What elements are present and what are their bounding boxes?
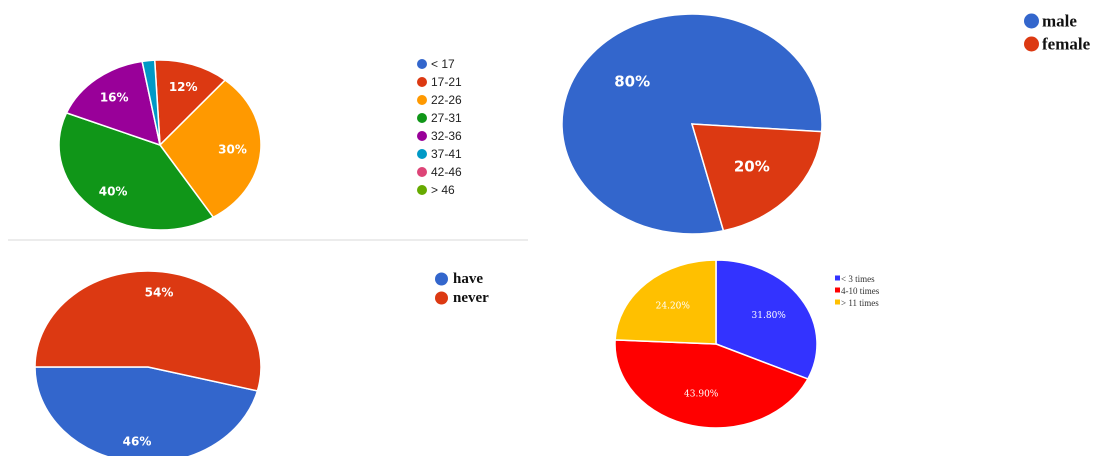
legend-marker-never bbox=[435, 291, 448, 305]
legend-label-4-10-times: 4-10 times bbox=[841, 286, 880, 296]
have-never-pie-chart: 46% 54% have never bbox=[34, 270, 489, 456]
data-label-female: 20% bbox=[734, 157, 770, 175]
legend-label-17: < 17 bbox=[431, 57, 455, 71]
legend-marker-17 bbox=[417, 59, 427, 69]
legend-label-17-21: 17-21 bbox=[431, 75, 462, 89]
pie-slice-22-26 bbox=[159, 79, 262, 219]
legend-label-female: female bbox=[1042, 35, 1091, 54]
pie-slice-37-41 bbox=[141, 59, 161, 146]
legend-label-never: never bbox=[453, 290, 489, 306]
legend: < 3 times 4-10 times > 11 times bbox=[835, 274, 880, 308]
pie-slice-11-times bbox=[614, 259, 717, 345]
legend-label-3-times: < 3 times bbox=[841, 274, 875, 284]
legend: male female bbox=[1024, 12, 1091, 54]
legend-marker-37-41 bbox=[417, 149, 427, 159]
legend-marker-32-36 bbox=[417, 131, 427, 141]
legend-marker-female bbox=[1024, 36, 1039, 52]
legend-label-37-41: 37-41 bbox=[431, 147, 462, 161]
pie-slice-17-21 bbox=[153, 59, 227, 147]
pie-slice-27-31 bbox=[58, 111, 215, 231]
legend: have never bbox=[435, 271, 489, 306]
legend-marker-male bbox=[1024, 13, 1039, 29]
legend-label-46: > 46 bbox=[431, 183, 455, 197]
pie-slice-3-times bbox=[715, 259, 818, 380]
legend-marker-17-21 bbox=[417, 77, 427, 87]
legend-marker-3-times bbox=[835, 275, 840, 281]
gender-pie-chart: 80% 20% male female bbox=[561, 12, 1091, 235]
legend-marker-4-10-times bbox=[835, 287, 840, 293]
legend-label-22-26: 22-26 bbox=[431, 93, 462, 107]
pie-slice-4-10-times bbox=[614, 339, 809, 429]
legend: < 17 17-21 22-26 27-31 32-36 37-41 42-46 > 46 bbox=[417, 57, 462, 197]
data-label-27-31: 40% bbox=[99, 185, 128, 199]
legend-label-male: male bbox=[1042, 12, 1077, 31]
data-label-22-26: 30% bbox=[218, 143, 247, 157]
legend-label-32-36: 32-36 bbox=[431, 129, 462, 143]
data-label-32-36: 16% bbox=[100, 90, 129, 104]
data-label-male: 80% bbox=[614, 73, 650, 91]
data-label-4-10-times: 43.90% bbox=[684, 390, 719, 400]
data-label-have: 46% bbox=[123, 434, 152, 448]
legend-label-27-31: 27-31 bbox=[431, 111, 462, 125]
pie-slice-never bbox=[34, 270, 262, 392]
data-label-3-times: 31.80% bbox=[752, 311, 787, 321]
pie-slice-female bbox=[690, 123, 823, 232]
legend-label-have: have bbox=[453, 271, 483, 287]
data-label-11-times: 24.20% bbox=[656, 301, 691, 311]
legend-marker-11-times bbox=[835, 299, 840, 305]
legend-marker-42-46 bbox=[417, 167, 427, 177]
pie-slice-32-36 bbox=[65, 60, 162, 147]
data-label-17-21: 12% bbox=[169, 80, 198, 94]
legend-marker-22-26 bbox=[417, 95, 427, 105]
legend-marker-27-31 bbox=[417, 113, 427, 123]
legend-marker-have bbox=[435, 272, 448, 286]
age-pie-chart: 12% 30% 40% 16% < 17 17-21 22-26 27-31 32-36 37-4… bbox=[58, 57, 462, 231]
pie-slice-have bbox=[34, 366, 259, 456]
data-label-never: 54% bbox=[145, 286, 174, 300]
legend-label-11-times: > 11 times bbox=[841, 298, 879, 308]
legend-label-42-46: 42-46 bbox=[431, 165, 462, 179]
frequency-pie-chart: 31.80% 43.90% 24.20% < 3 times 4-10 times > 1… bbox=[614, 259, 880, 429]
legend-marker-46 bbox=[417, 185, 427, 195]
